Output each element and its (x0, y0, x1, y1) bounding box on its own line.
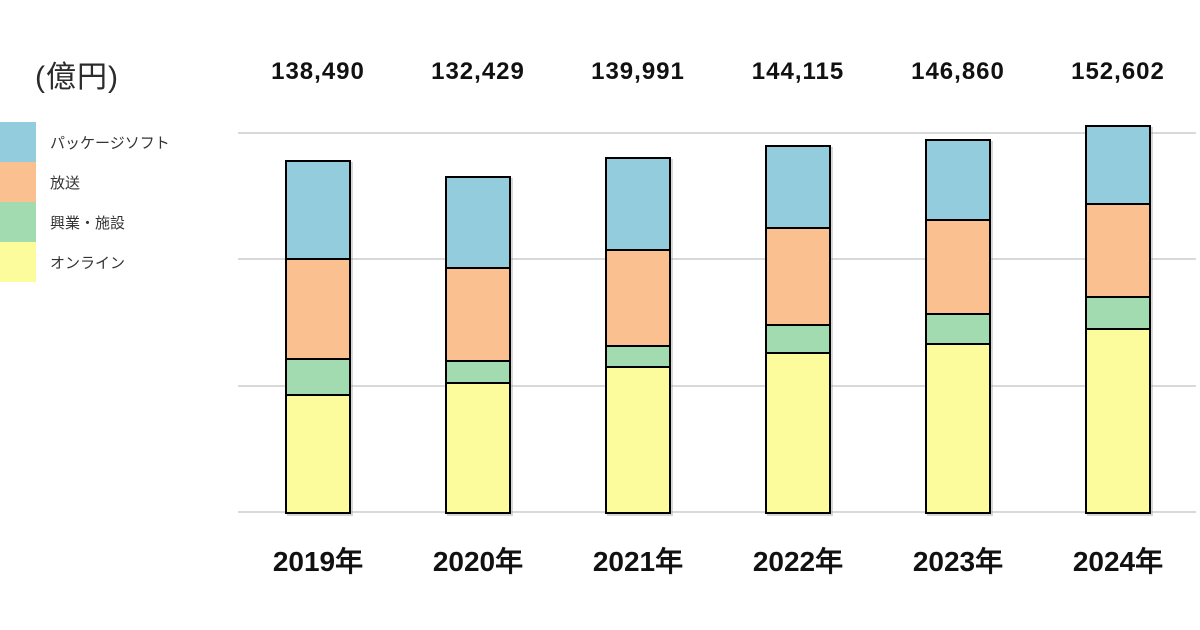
bar-segment-パッケージソフト (447, 178, 509, 267)
stacked-bar-2023年 (925, 139, 991, 514)
bar-total-label: 132,429 (431, 58, 525, 85)
bar-segment-興業・施設 (1087, 296, 1149, 328)
legend-label: 放送 (50, 174, 81, 192)
legend-label: オンライン (50, 254, 126, 272)
bar-total-label: 152,602 (1071, 58, 1165, 85)
bar-segment-パッケージソフト (607, 159, 669, 249)
bar-segment-オンライン (1087, 328, 1149, 512)
bar-segment-パッケージソフト (767, 147, 829, 227)
stacked-bar-2021年 (605, 157, 671, 514)
bar-segment-パッケージソフト (287, 162, 349, 258)
bar-segment-放送 (767, 227, 829, 324)
legend: パッケージソフト 放送興業・施設オンライン (0, 122, 170, 282)
bar-segment-オンライン (767, 352, 829, 512)
stacked-bar-2020年 (445, 176, 511, 514)
legend-label: 興業・施設 (50, 214, 126, 232)
legend-item: パッケージソフト (0, 122, 170, 162)
bar-segment-興業・施設 (927, 313, 989, 343)
bar-segment-興業・施設 (607, 345, 669, 366)
x-axis-category-label: 2022年 (752, 546, 844, 577)
bar-segment-パッケージソフト (1087, 127, 1149, 203)
gridline (238, 132, 1196, 134)
bar-total-label: 138,490 (271, 58, 365, 85)
bar-segment-オンライン (607, 366, 669, 512)
gridline (238, 258, 1196, 260)
bar-total-label: 144,115 (751, 58, 845, 85)
bar-segment-パッケージソフト (927, 141, 989, 219)
x-axis-category-label: 2019年 (272, 546, 364, 577)
stacked-bar-2019年 (285, 160, 351, 514)
gridline (238, 385, 1196, 387)
bar-segment-オンライン (287, 394, 349, 512)
legend-label: パッケージソフト (50, 134, 170, 152)
bar-total-label: 139,991 (591, 58, 685, 85)
bar-segment-放送 (1087, 203, 1149, 296)
bar-segment-オンライン (447, 382, 509, 512)
stacked-bar-2022年 (765, 145, 831, 514)
x-axis-category-label: 2024年 (1072, 546, 1164, 577)
legend-item: 興業・施設 (0, 202, 170, 242)
bar-total-label: 146,860 (911, 58, 1005, 85)
x-axis-category-label: 2023年 (912, 546, 1004, 577)
legend-swatch (0, 202, 36, 242)
bar-segment-放送 (447, 267, 509, 360)
bar-segment-興業・施設 (447, 360, 509, 382)
legend-swatch (0, 162, 36, 202)
bar-segment-オンライン (927, 343, 989, 512)
bar-segment-興業・施設 (767, 324, 829, 352)
legend-swatch (0, 242, 36, 282)
bar-segment-放送 (607, 249, 669, 345)
legend-item: 放送 (0, 162, 170, 202)
legend-swatch (0, 122, 36, 162)
x-axis-category-label: 2021年 (592, 546, 684, 577)
bar-segment-放送 (927, 219, 989, 313)
gridline (238, 511, 1196, 513)
y-axis-unit-label: (億円) (35, 61, 119, 94)
legend-item: オンライン (0, 242, 170, 282)
bar-segment-放送 (287, 258, 349, 358)
stacked-bar-2024年 (1085, 125, 1151, 514)
x-axis-category-label: 2020年 (432, 546, 524, 577)
bar-segment-興業・施設 (287, 358, 349, 394)
